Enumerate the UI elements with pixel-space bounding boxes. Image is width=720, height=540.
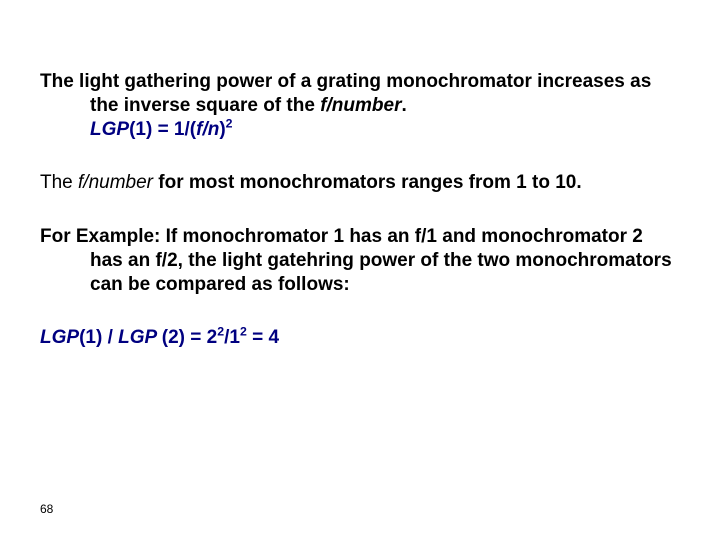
result-h: = 4 bbox=[247, 327, 279, 348]
paragraph-result: LGP(1) / LGP (2) = 22/12 = 4 bbox=[40, 326, 680, 350]
intro-fnumber: f/number bbox=[320, 95, 401, 116]
range-c: for most monochromators ranges from 1 to… bbox=[153, 172, 582, 193]
example-text: For Example: If monochromator 1 has an f… bbox=[40, 226, 672, 295]
formula1-exp: 2 bbox=[226, 116, 233, 130]
result-f: /1 bbox=[224, 327, 240, 348]
result-d: (2) = 2 bbox=[162, 327, 217, 348]
result-exp2: 2 bbox=[240, 325, 247, 339]
range-fnumber: f/number bbox=[78, 172, 153, 193]
formula1-fn: f/n bbox=[196, 119, 219, 140]
range-a: The bbox=[40, 172, 78, 193]
result-b: (1) / bbox=[79, 327, 118, 348]
intro-text-c: . bbox=[401, 95, 406, 116]
paragraph-intro: The light gathering power of a grating m… bbox=[40, 70, 680, 141]
paragraph-example: For Example: If monochromator 1 has an f… bbox=[40, 225, 680, 296]
formula1-lgp: LGP bbox=[90, 119, 129, 140]
slide: The light gathering power of a grating m… bbox=[0, 0, 720, 540]
page-number: 68 bbox=[40, 502, 53, 516]
paragraph-range: The f/number for most monochromators ran… bbox=[40, 171, 680, 195]
result-lgp1: LGP bbox=[40, 327, 79, 348]
formula1-b: (1) = 1/( bbox=[129, 119, 196, 140]
result-lgp2: LGP bbox=[118, 327, 162, 348]
